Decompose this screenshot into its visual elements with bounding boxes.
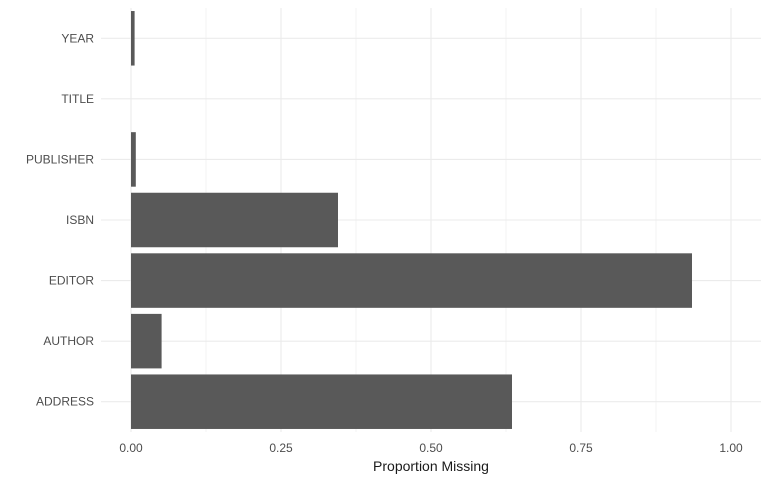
x-axis-tick-labels: 0.00 0.25 0.50 0.75 1.00 (119, 441, 743, 455)
y-tick-label-isbn: ISBN (66, 213, 94, 227)
x-tick-label: 0.25 (269, 441, 293, 455)
x-tick-label: 0.75 (569, 441, 593, 455)
bar-publisher (131, 132, 136, 187)
x-tick-label: 0.00 (119, 441, 143, 455)
y-tick-label-author: AUTHOR (43, 334, 94, 348)
bars (131, 11, 692, 429)
x-tick-label: 0.50 (419, 441, 443, 455)
y-tick-label-year: YEAR (61, 31, 94, 45)
y-axis-tick-labels: ADDRESS AUTHOR EDITOR ISBN PUBLISHER TITLE YEA… (26, 31, 94, 408)
y-tick-label-editor: EDITOR (49, 274, 94, 288)
y-tick-label-title: TITLE (61, 92, 94, 106)
y-tick-label-address: ADDRESS (36, 395, 94, 409)
y-tick-label-publisher: PUBLISHER (26, 152, 94, 166)
bar-year (131, 11, 135, 66)
x-tick-label: 1.00 (719, 441, 743, 455)
x-axis-title: Proportion Missing (373, 458, 489, 474)
bar-author (131, 313, 162, 369)
bar-editor (131, 253, 692, 308)
bar-address (131, 374, 512, 429)
bar-isbn (131, 192, 338, 248)
